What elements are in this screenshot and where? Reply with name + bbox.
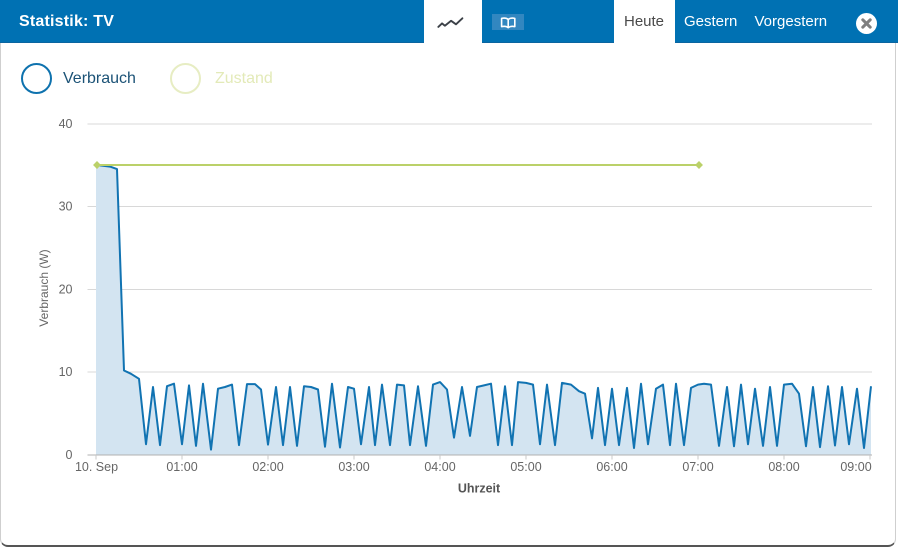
svg-text:02:00: 02:00 [252,460,283,474]
svg-text:30: 30 [59,200,73,214]
svg-text:07:00: 07:00 [682,460,713,474]
svg-text:40: 40 [59,117,73,131]
svg-text:09:00: 09:00 [840,460,871,474]
svg-text:04:00: 04:00 [424,460,455,474]
svg-text:01:00: 01:00 [166,460,197,474]
svg-text:05:00: 05:00 [510,460,541,474]
svg-text:08:00: 08:00 [768,460,799,474]
svg-text:0: 0 [66,448,73,462]
svg-text:20: 20 [59,283,73,297]
svg-text:06:00: 06:00 [596,460,627,474]
svg-text:03:00: 03:00 [338,460,369,474]
svg-text:Uhrzeit: Uhrzeit [458,482,501,496]
svg-text:10. Sep: 10. Sep [75,460,118,474]
svg-text:Verbrauch (W): Verbrauch (W) [37,249,51,326]
svg-text:10: 10 [59,365,73,379]
